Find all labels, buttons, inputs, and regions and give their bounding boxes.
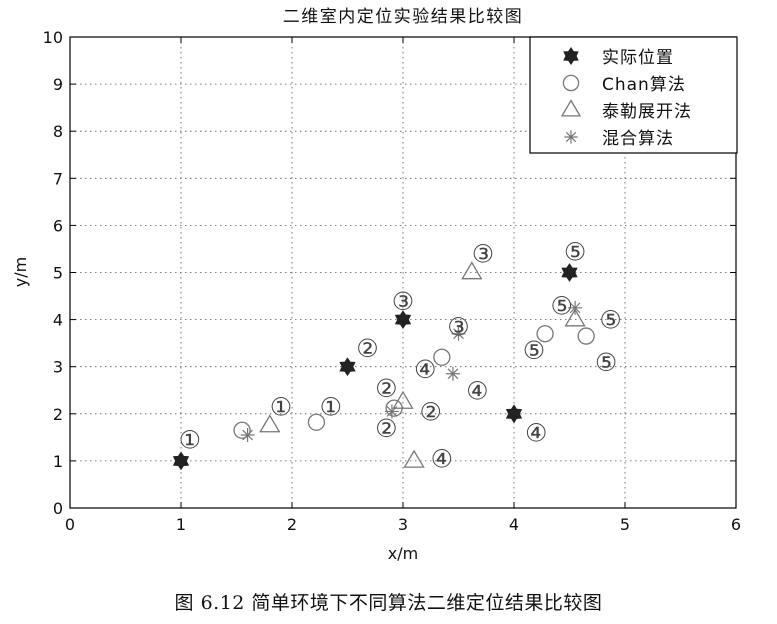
- y-tick-label: 6: [53, 216, 63, 235]
- point-index-label: ⑤: [551, 291, 573, 320]
- actual-position-point: [172, 451, 190, 471]
- legend-item-hybrid: 混合算法: [602, 129, 674, 149]
- point-index-label: ⑤: [599, 306, 621, 335]
- taylor-expansion-point: [392, 390, 414, 409]
- y-tick-label: 8: [53, 122, 63, 141]
- chart-title: 二维室内定位实验结果比较图: [283, 7, 524, 27]
- x-tick-label: 0: [65, 515, 75, 534]
- point-index-label: ④: [431, 445, 453, 474]
- y-tick-label: 2: [53, 405, 63, 424]
- actual-position-point: [339, 357, 356, 377]
- chan-algorithm-point: [307, 413, 326, 431]
- y-tick-label: 10: [43, 28, 63, 47]
- chan-algorithm-point: [536, 325, 554, 343]
- legend-item-taylor: 泰勒展开法: [602, 102, 692, 122]
- actual-position-point: [561, 263, 578, 282]
- point-index-label: ⑤: [595, 348, 617, 377]
- y-axis-label: y/m: [11, 257, 30, 287]
- point-index-label: ②: [375, 374, 397, 403]
- y-tick-label: 4: [53, 311, 63, 330]
- legend-box: [529, 36, 738, 154]
- point-index-label: ③: [472, 240, 494, 269]
- taylor-expansion-point: [461, 261, 483, 280]
- legend-marker: [560, 99, 582, 117]
- point-index-label: ④: [414, 355, 436, 384]
- hybrid-algorithm-point: [384, 404, 399, 419]
- x-tick-label: 1: [176, 515, 186, 534]
- y-tick-label: 3: [53, 358, 63, 377]
- chan-algorithm-point: [233, 421, 251, 439]
- point-index-label: ⑤: [523, 336, 545, 365]
- data-points: [172, 261, 595, 471]
- legend-item-actual-position: 实际位置: [602, 48, 674, 68]
- chan-algorithm-point: [577, 327, 595, 345]
- chan-algorithm-point: [433, 348, 451, 366]
- point-index-label: ③: [447, 313, 469, 342]
- legend-marker: [564, 130, 578, 144]
- taylor-expansion-point: [259, 414, 281, 433]
- point-index-label: ④: [466, 376, 488, 405]
- point-index-label: ②: [356, 334, 378, 363]
- actual-position-point: [394, 310, 412, 330]
- y-tick-label: 0: [53, 499, 63, 518]
- hybrid-algorithm-point: [451, 326, 466, 341]
- x-tick-label: 3: [398, 515, 408, 534]
- taylor-expansion-point: [403, 449, 425, 468]
- point-index-label: ①: [320, 393, 342, 422]
- hybrid-algorithm-point: [568, 300, 583, 315]
- tick-labels: 0 1 2 3 4 5 6 0 1 2 3 4 5 6 7 8 9 10: [43, 28, 741, 534]
- x-tick-label: 6: [731, 515, 741, 534]
- y-tick-label: 7: [53, 169, 63, 188]
- legend-item-chan: Chan算法: [602, 75, 686, 95]
- actual-position-point: [505, 404, 523, 424]
- point-index-label: ⑤: [564, 237, 586, 266]
- taylor-expansion-point: [564, 308, 586, 327]
- hybrid-algorithm-point: [445, 366, 460, 381]
- x-tick-label: 5: [620, 515, 630, 534]
- point-index-label: ①: [270, 393, 292, 422]
- y-tick-label: 1: [53, 452, 63, 471]
- grid-lines: [70, 37, 736, 508]
- x-tick-label: 4: [509, 515, 519, 534]
- y-tick-label: 5: [53, 264, 63, 283]
- legend-marker: [563, 47, 579, 65]
- legend-marker: [562, 74, 580, 92]
- point-index-label: ③: [392, 287, 414, 316]
- y-tick-label: 9: [53, 75, 63, 94]
- point-index-label: ②: [420, 397, 442, 426]
- point-index-label: ①: [179, 426, 201, 455]
- point-index-label: ④: [525, 419, 547, 448]
- x-tick-label: 2: [287, 515, 297, 534]
- hybrid-algorithm-point: [240, 428, 255, 442]
- figure-caption: 图 6.12 简单环境下不同算法二维定位结果比较图: [174, 592, 603, 614]
- x-axis-label: x/m: [388, 544, 418, 563]
- point-index-label: ②: [375, 414, 397, 443]
